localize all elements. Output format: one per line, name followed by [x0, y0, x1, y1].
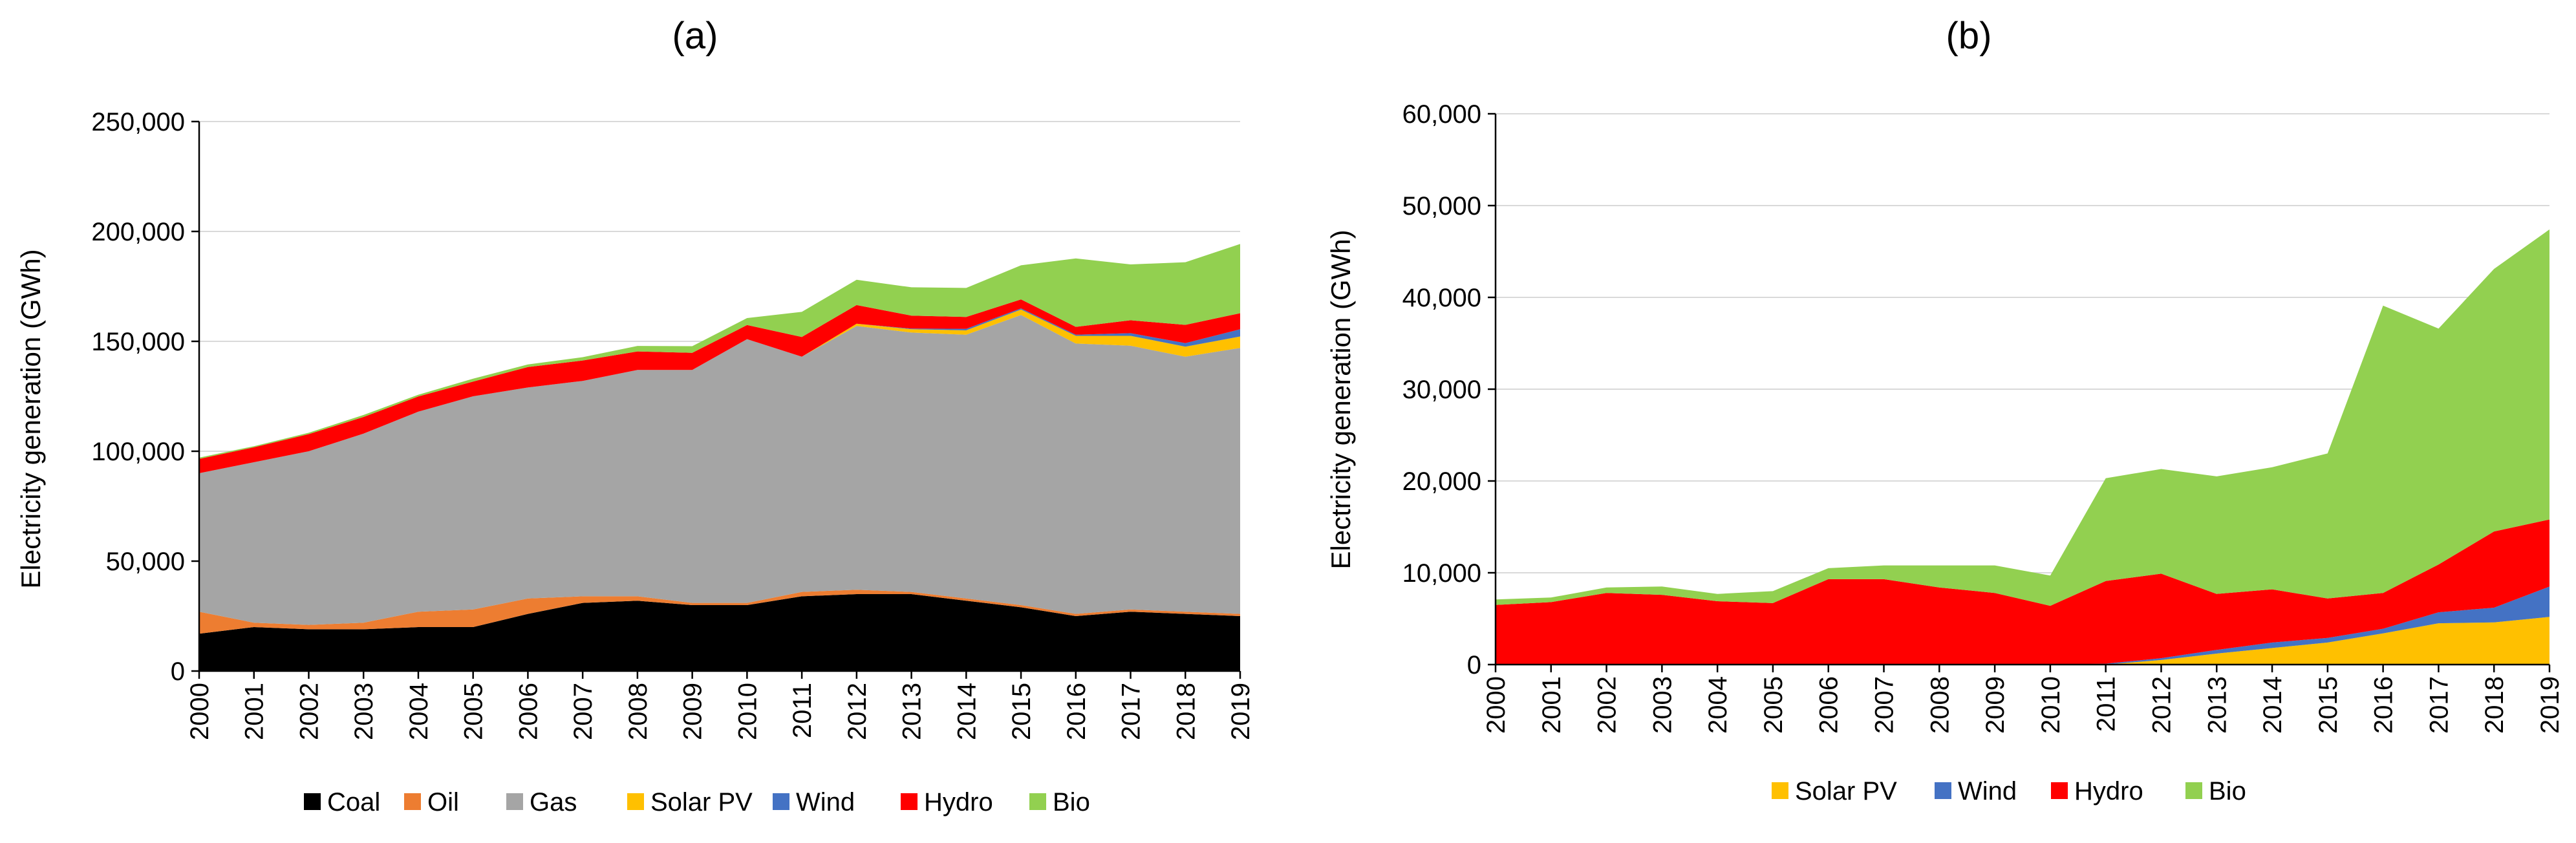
chart-a-title: (a) [672, 15, 718, 57]
x-tick-label: 2003 [1648, 676, 1677, 734]
legend-label: Bio [2209, 777, 2246, 806]
x-tick-label: 2007 [1871, 676, 1899, 734]
x-tick-label: 2006 [514, 683, 542, 740]
x-tick-label: 2000 [1482, 676, 1510, 734]
legend-label: Wind [796, 788, 855, 816]
y-tick-label: 20,000 [1402, 467, 1481, 496]
x-tick-label: 2018 [1172, 683, 1200, 740]
x-tick-label: 2014 [2259, 676, 2287, 734]
x-tick-label: 2010 [2037, 676, 2065, 734]
legend-swatch [304, 793, 321, 810]
y-tick-label: 100,000 [91, 438, 185, 466]
y-tick-label: 60,000 [1402, 100, 1481, 129]
x-tick-label: 2009 [1981, 676, 2010, 734]
y-tick-label: 0 [171, 657, 185, 686]
x-tick-label: 2016 [1062, 683, 1091, 740]
x-tick-label: 2012 [843, 683, 872, 740]
area-wind [1496, 586, 2549, 665]
x-tick-label: 2013 [898, 683, 927, 740]
x-tick-label: 2005 [1759, 676, 1788, 734]
legend-swatch [1935, 782, 1951, 799]
x-tick-label: 2011 [788, 683, 817, 738]
x-tick-label: 2014 [952, 683, 981, 740]
chart-a: (a) Electricity generation (GWh) 0 50,000… [16, 15, 1255, 816]
x-tick-label: 2015 [1007, 683, 1036, 740]
legend-swatch [404, 793, 421, 810]
x-tick-label: 2008 [624, 683, 652, 740]
legend-label: Solar PV [1795, 777, 1897, 806]
y-tick-label: 200,000 [91, 218, 185, 246]
x-tick-label: 2017 [1117, 683, 1146, 740]
x-tick-label: 2008 [1926, 676, 1954, 734]
x-tick-label: 2015 [2314, 676, 2343, 734]
legend-label: Coal [327, 788, 380, 816]
x-tick-label: 2004 [1704, 676, 1732, 734]
legend-swatch [901, 793, 918, 810]
area-hydro [1496, 519, 2549, 665]
legend-swatch [627, 793, 644, 810]
x-tick-label: 2018 [2480, 676, 2509, 734]
area-oil [199, 590, 1240, 634]
x-tick-label: 2002 [1593, 676, 1622, 734]
y-tick-label: 250,000 [91, 108, 185, 136]
legend-label: Solar PV [650, 788, 753, 816]
legend-label: Wind [1958, 777, 2017, 806]
y-tick-label: 40,000 [1402, 284, 1481, 312]
legend-swatch [1029, 793, 1046, 810]
legend-label: Hydro [2074, 777, 2143, 806]
x-tick-label: 2011 [2092, 676, 2121, 732]
area-coal [199, 594, 1240, 671]
legend-swatch [2185, 782, 2202, 799]
legend-label: Bio [1053, 788, 1090, 816]
legend-swatch [506, 793, 523, 810]
legend-swatch [2051, 782, 2068, 799]
x-tick-label: 2017 [2425, 676, 2453, 734]
x-tick-label: 2004 [405, 683, 433, 740]
area-solar-pv [1496, 617, 2549, 665]
x-tick-label: 2019 [1227, 683, 1255, 740]
x-tick-label: 2000 [186, 683, 214, 740]
x-tick-label: 2001 [1538, 676, 1566, 734]
chart-b-title: (b) [1946, 15, 1992, 57]
x-tick-label: 2013 [2203, 676, 2231, 734]
legend-label: Hydro [924, 788, 993, 816]
x-tick-label: 2005 [460, 683, 488, 740]
y-tick-label: 30,000 [1402, 376, 1481, 404]
legend-label: Oil [427, 788, 459, 816]
area-bio [1496, 229, 2549, 606]
area-bio [199, 244, 1240, 459]
area-gas [199, 315, 1240, 625]
legend-swatch [773, 793, 789, 810]
chart-a-y-axis-label: Electricity generation (GWh) [16, 249, 46, 588]
chart-b-y-axis-label: Electricity generation (GWh) [1326, 229, 1356, 569]
x-tick-label: 2019 [2536, 676, 2564, 734]
chart-b: (b) Electricity generation (GWh) 0 10,000… [1326, 15, 2564, 806]
x-tick-label: 2006 [1815, 676, 1843, 734]
y-tick-label: 10,000 [1402, 559, 1481, 588]
x-tick-label: 2016 [2370, 676, 2398, 734]
x-tick-label: 2007 [569, 683, 597, 740]
x-tick-label: 2003 [350, 683, 378, 740]
legend-label: Gas [530, 788, 577, 816]
legend-swatch [1772, 782, 1788, 799]
x-tick-label: 2002 [295, 683, 324, 740]
y-tick-label: 150,000 [91, 328, 185, 356]
y-tick-label: 0 [1467, 651, 1481, 679]
y-tick-label: 50,000 [1402, 192, 1481, 220]
x-tick-label: 2001 [241, 683, 269, 740]
x-tick-label: 2009 [679, 683, 707, 740]
x-tick-label: 2012 [2148, 676, 2176, 734]
y-tick-label: 50,000 [106, 548, 185, 576]
x-tick-label: 2010 [733, 683, 762, 740]
